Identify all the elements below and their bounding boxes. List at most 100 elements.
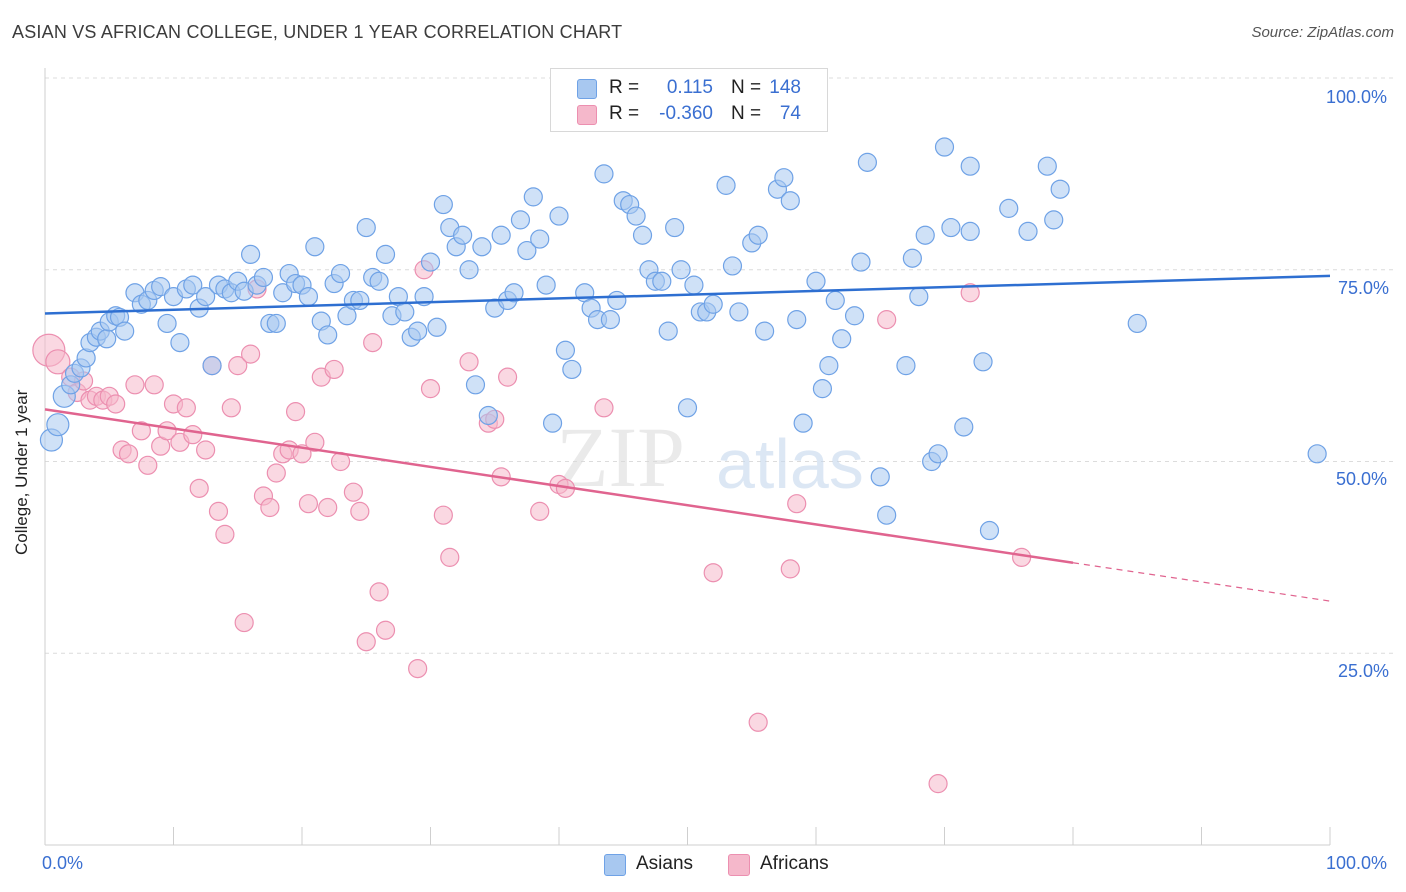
asians-point xyxy=(677,398,698,418)
africans-point xyxy=(241,344,261,364)
asians-point xyxy=(877,505,897,525)
asians-point xyxy=(523,187,543,207)
africans-point xyxy=(266,463,286,483)
africans-point xyxy=(440,547,460,567)
watermark-atlas: atlas xyxy=(716,425,864,503)
asians-point xyxy=(716,175,736,195)
africans-point xyxy=(106,394,126,414)
africans-point xyxy=(530,501,550,521)
asians-point xyxy=(427,317,447,337)
asians-point xyxy=(202,356,222,376)
africans-point xyxy=(356,632,376,652)
asians-point xyxy=(658,321,678,341)
asians-point xyxy=(652,271,672,291)
legend-n-value: 148 xyxy=(769,77,801,98)
africans-point xyxy=(703,563,723,583)
africans-point xyxy=(138,455,158,475)
y-tick-75: 75.0% xyxy=(1338,278,1390,298)
africans-point xyxy=(877,310,897,330)
asians-point xyxy=(941,217,961,238)
asians-point xyxy=(1018,221,1038,241)
legend-row-africans: R = -0.360 N = 74 xyxy=(551,101,827,127)
africans-point xyxy=(343,482,363,502)
asians-point xyxy=(722,256,743,276)
asians-point xyxy=(999,198,1019,218)
africans-point xyxy=(459,352,479,372)
africans-point xyxy=(780,559,800,579)
africans-point xyxy=(125,375,145,395)
asians-point xyxy=(1044,210,1064,230)
legend-r-label: R = xyxy=(609,103,640,124)
africans-point xyxy=(748,712,768,732)
africans-point xyxy=(324,359,344,380)
asians-point xyxy=(825,290,845,311)
asians-point xyxy=(787,310,807,330)
asians-point xyxy=(504,283,524,303)
asians-point xyxy=(298,286,319,307)
asians-point xyxy=(420,252,441,272)
asians-point xyxy=(979,520,1000,541)
asians-point xyxy=(369,271,389,291)
asians-point xyxy=(491,225,511,245)
asians-point xyxy=(915,225,935,245)
asians-point xyxy=(928,444,948,464)
africans-point xyxy=(433,505,453,525)
asians-point xyxy=(472,237,492,257)
asians-point xyxy=(1037,156,1057,176)
axes xyxy=(44,68,1331,846)
asians-point xyxy=(774,168,794,188)
africans-point xyxy=(221,398,241,418)
asians-point xyxy=(832,329,852,349)
africans-trend-extension xyxy=(1072,562,1331,602)
asians-point xyxy=(330,263,351,284)
asians-point xyxy=(183,275,203,295)
asians-point xyxy=(896,356,916,376)
africans-point xyxy=(408,658,428,679)
legend-n-label: N = xyxy=(731,77,762,98)
legend-r-label: R = xyxy=(609,77,640,98)
asians-point xyxy=(517,240,537,261)
africans-point xyxy=(350,501,370,521)
legend-label-asians: Asians xyxy=(636,853,694,874)
asians-point xyxy=(1127,313,1147,334)
africans-point xyxy=(375,620,396,640)
africans-point xyxy=(183,425,203,445)
africans-point xyxy=(118,444,139,464)
africans-point xyxy=(298,494,319,514)
africans-point xyxy=(305,432,325,452)
africans-point xyxy=(363,333,383,353)
asians-point xyxy=(549,206,569,226)
africans-point xyxy=(420,379,441,399)
asians-point xyxy=(241,244,261,265)
asians-point xyxy=(780,191,800,211)
asians-point xyxy=(607,290,627,311)
x-tick-min: 0.0% xyxy=(42,853,84,873)
asians-point xyxy=(902,248,922,268)
legend-n-label: N = xyxy=(731,103,762,124)
africans-point xyxy=(196,440,216,460)
africans-point xyxy=(594,398,614,418)
asians-point xyxy=(562,359,582,380)
asians-point xyxy=(459,260,479,280)
africans-point xyxy=(260,497,280,518)
asians-point xyxy=(151,277,171,297)
series-asians xyxy=(39,137,1327,541)
asians-point xyxy=(870,467,890,487)
asians-point xyxy=(350,290,370,311)
africans-point xyxy=(189,478,209,498)
asians-point xyxy=(851,252,871,272)
africans-point xyxy=(215,524,235,544)
asians-point xyxy=(671,260,691,280)
legend-row-asians: R = 0.115 N = 148 xyxy=(551,75,827,101)
legend-swatch-africans xyxy=(577,105,597,125)
asians-point xyxy=(97,329,117,349)
legend-swatch-africans xyxy=(728,854,750,876)
legend-label-africans: Africans xyxy=(760,853,829,874)
africans-point xyxy=(228,356,248,376)
asians-point xyxy=(594,164,614,184)
series-legend: Asians Africans xyxy=(0,852,1406,878)
asians-point xyxy=(703,294,723,314)
asians-point xyxy=(934,137,955,157)
y-tick-25: 25.0% xyxy=(1338,661,1390,681)
africans-point xyxy=(318,497,338,518)
